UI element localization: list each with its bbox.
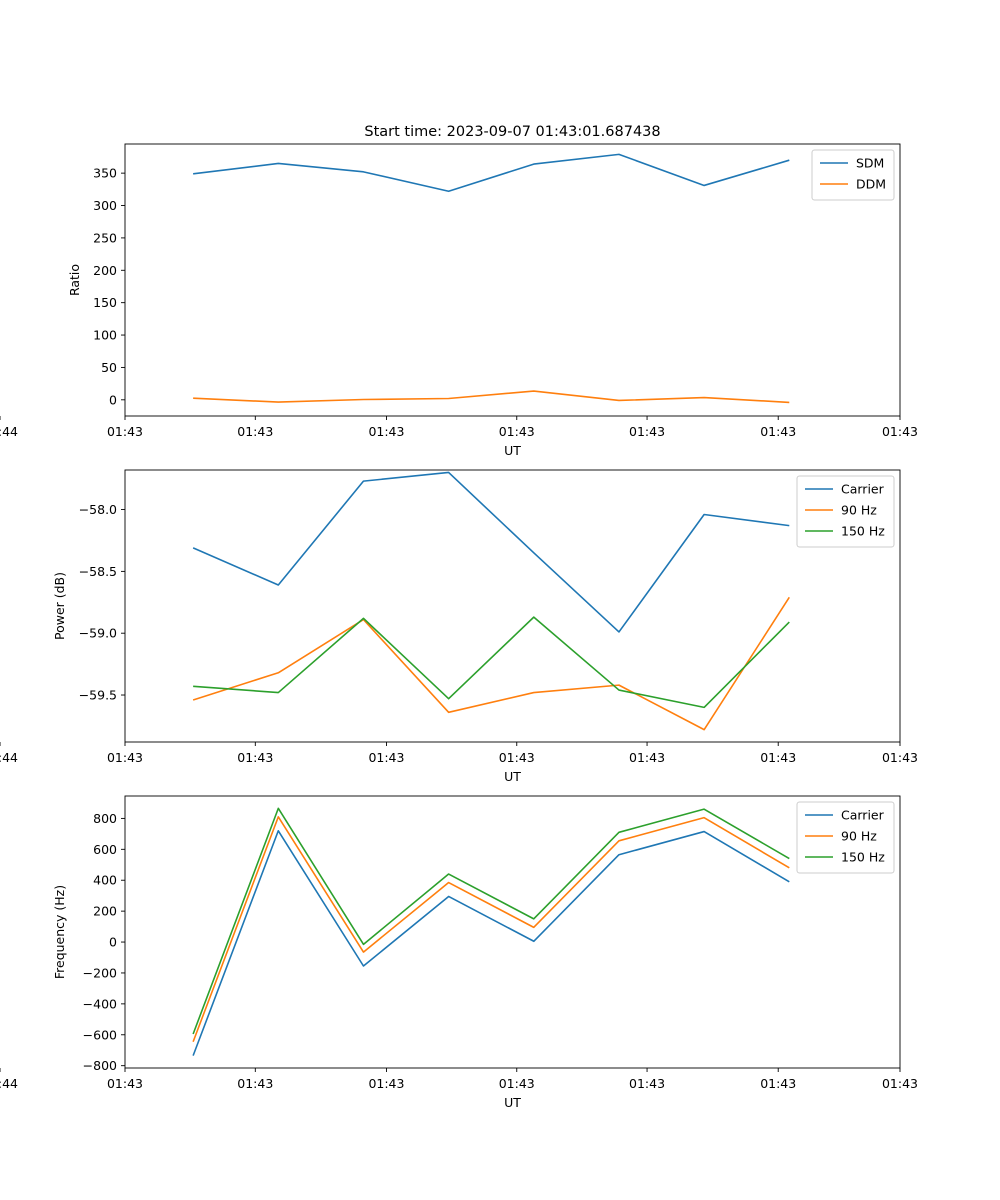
y-tick-label: 50 [101,360,117,375]
x-tick-label: 01:43 [237,750,273,765]
series-line-sdm [193,153,790,193]
x-tick-label: 01:43 [237,1076,273,1091]
x-tick-label: 01:43 [368,1076,404,1091]
y-tick-label: 600 [93,842,117,857]
y-tick-label: 0 [109,935,117,950]
legend-label: Carrier [841,482,885,497]
axes-frame [124,795,901,1069]
figure-title: Start time: 2023-09-07 01:43:01.687438 [364,124,660,140]
x-tick-label: 01:43 [368,424,404,439]
x-tick-label: 01:44 [0,750,18,765]
y-tick-label: 200 [93,904,117,919]
series-line-150-hz [193,616,790,709]
legend: Carrier 90 Hz 150 Hz [796,801,895,874]
y-tick-label: 200 [93,263,117,278]
y-axis-label: Ratio [67,264,82,296]
axes-frame [124,143,901,417]
y-tick-label: 150 [93,295,117,310]
x-tick-label: 01:43 [760,424,796,439]
x-tick-label: 01:43 [107,1076,143,1091]
power-panel: 01:43 01:43 01:43 01:43 01:43 01:43 01:43 01:44… [0,469,918,784]
y-tick-label: 300 [93,198,117,213]
x-tick-label: 01:43 [499,750,535,765]
y-tick-label: 100 [93,328,117,343]
frequency-panel: 01:43 01:43 01:43 01:43 01:43 01:43 01:43 01:44… [0,795,918,1110]
x-tick-label: 01:43 [760,1076,796,1091]
x-tick-label: 01:43 [107,424,143,439]
y-tick-label: −58.0 [79,502,117,517]
legend-label: DDM [856,177,886,192]
x-tick-label: 01:43 [368,750,404,765]
series-line-150-hz [192,807,790,1035]
ratio-panel: 01:43 01:43 01:43 01:43 01:43 01:43 01:43 01:44… [0,143,918,458]
y-tick-label: −58.5 [79,564,117,579]
legend-box [796,475,895,548]
series-line-carrier [192,829,790,1056]
x-tick-label: 01:43 [760,750,796,765]
x-tick-label: 01:44 [0,424,18,439]
legend-label: Carrier [841,808,885,823]
legend-box [796,801,895,874]
y-tick-label: −200 [83,965,117,980]
y-tick-label: 0 [109,392,117,407]
y-tick-label: −400 [83,996,117,1011]
x-tick-label: 01:43 [629,1076,665,1091]
y-axis-label: Frequency (Hz) [52,885,67,979]
legend: Carrier 90 Hz 150 Hz [796,475,895,548]
legend-label: 90 Hz [841,829,877,844]
x-tick-label: 01:43 [882,424,918,439]
x-axis-label: UT [504,1095,521,1110]
y-tick-label: 800 [93,811,117,826]
x-tick-label: 01:43 [237,424,273,439]
series-line-carrier [192,471,790,633]
legend-label: SDM [856,156,884,171]
x-tick-label: 01:43 [882,1076,918,1091]
x-tick-label: 01:43 [499,424,535,439]
legend-label: 90 Hz [841,503,877,518]
x-tick-label: 01:43 [629,424,665,439]
axes-frame [124,469,901,743]
legend-label: 150 Hz [841,850,885,865]
x-tick-label: 01:43 [629,750,665,765]
subplots: 01:43 01:43 01:43 01:43 01:43 01:43 01:43 01:44… [0,143,918,1110]
y-tick-label: 350 [93,166,117,181]
legend: SDM DDM [811,149,895,201]
y-tick-label: −59.0 [79,626,117,641]
legend-label: 150 Hz [841,524,885,539]
series-line-90-hz [192,596,790,731]
series-line-ddm [193,390,790,404]
x-axis-label: UT [504,443,521,458]
y-tick-label: −800 [83,1058,117,1073]
series-line-90-hz [192,816,790,1043]
x-tick-label: 01:44 [0,1076,18,1091]
x-tick-label: 01:43 [107,750,143,765]
x-tick-label: 01:43 [499,1076,535,1091]
y-tick-label: 400 [93,873,117,888]
x-axis-label: UT [504,769,521,784]
y-tick-label: 250 [93,230,117,245]
x-tick-label: 01:43 [882,750,918,765]
y-tick-label: −59.5 [79,688,117,703]
y-axis-label: Power (dB) [52,572,67,640]
y-tick-label: −600 [83,1027,117,1042]
